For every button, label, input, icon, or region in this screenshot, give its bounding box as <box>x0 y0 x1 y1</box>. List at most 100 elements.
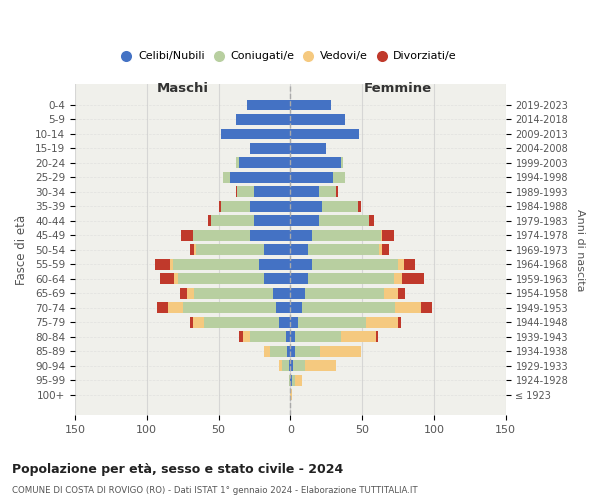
Bar <box>182 302 276 314</box>
Bar <box>290 186 319 198</box>
Bar <box>250 143 290 154</box>
Bar <box>290 158 341 168</box>
Bar <box>382 230 394 241</box>
Bar <box>383 288 398 299</box>
Bar <box>290 259 312 270</box>
Bar <box>358 201 361 212</box>
Y-axis label: Fasce di età: Fasce di età <box>15 215 28 285</box>
Bar <box>239 158 290 168</box>
Bar <box>305 288 383 299</box>
Bar <box>290 100 331 110</box>
Bar <box>237 186 254 198</box>
Bar <box>319 186 336 198</box>
Bar <box>243 332 250 342</box>
Bar <box>236 114 290 125</box>
Bar <box>319 216 370 226</box>
Bar <box>265 244 290 256</box>
Bar <box>290 274 308 284</box>
Text: Popolazione per età, sesso e stato civile - 2024: Popolazione per età, sesso e stato civil… <box>12 462 343 475</box>
Bar <box>382 244 389 256</box>
Bar <box>312 230 381 241</box>
Bar <box>221 201 250 212</box>
Bar <box>265 274 290 284</box>
Bar <box>367 317 398 328</box>
Bar <box>180 288 187 299</box>
Bar <box>295 332 341 342</box>
Bar <box>170 259 173 270</box>
Bar <box>394 274 403 284</box>
Bar <box>290 201 322 212</box>
Bar <box>273 288 290 299</box>
Legend: Celibi/Nubili, Coniugati/e, Vedovi/e, Divorziati/e: Celibi/Nubili, Coniugati/e, Vedovi/e, Di… <box>119 47 461 66</box>
Bar <box>404 259 415 270</box>
Bar <box>190 244 194 256</box>
Bar <box>187 288 194 299</box>
Bar <box>308 274 394 284</box>
Bar <box>193 230 250 241</box>
Bar <box>173 259 259 270</box>
Bar <box>290 390 292 400</box>
Bar <box>194 288 273 299</box>
Bar <box>336 186 338 198</box>
Bar <box>320 346 361 357</box>
Bar <box>298 317 367 328</box>
Bar <box>290 114 345 125</box>
Bar <box>290 244 308 256</box>
Bar <box>290 143 326 154</box>
Bar <box>174 274 178 284</box>
Bar <box>302 302 395 314</box>
Bar <box>236 186 237 198</box>
Bar <box>270 346 287 357</box>
Bar <box>395 302 421 314</box>
Bar <box>290 360 293 372</box>
Bar <box>292 375 295 386</box>
Bar <box>341 158 343 168</box>
Bar <box>265 346 270 357</box>
Bar <box>312 259 398 270</box>
Bar <box>381 230 382 241</box>
Bar <box>290 317 298 328</box>
Bar <box>239 332 243 342</box>
Bar <box>194 244 196 256</box>
Bar <box>290 332 295 342</box>
Bar <box>223 172 230 183</box>
Bar <box>282 360 289 372</box>
Bar <box>290 375 292 386</box>
Bar <box>157 302 168 314</box>
Bar <box>254 186 290 198</box>
Bar <box>290 230 312 241</box>
Bar <box>290 216 319 226</box>
Bar <box>334 172 345 183</box>
Y-axis label: Anni di nascita: Anni di nascita <box>575 208 585 291</box>
Bar <box>403 274 424 284</box>
Bar <box>289 360 290 372</box>
Bar <box>259 259 290 270</box>
Bar <box>290 128 359 140</box>
Bar <box>160 274 174 284</box>
Bar <box>341 332 376 342</box>
Bar <box>322 201 358 212</box>
Bar <box>398 259 404 270</box>
Bar <box>286 332 290 342</box>
Bar <box>193 317 204 328</box>
Bar <box>290 346 295 357</box>
Bar <box>295 375 302 386</box>
Bar <box>155 259 170 270</box>
Bar <box>289 375 290 386</box>
Bar <box>290 302 302 314</box>
Bar <box>276 302 290 314</box>
Bar <box>250 201 290 212</box>
Bar <box>308 244 379 256</box>
Bar <box>196 244 265 256</box>
Bar <box>190 317 193 328</box>
Text: Maschi: Maschi <box>157 82 209 95</box>
Bar <box>211 216 254 226</box>
Bar <box>290 288 305 299</box>
Bar <box>250 332 286 342</box>
Bar <box>254 216 290 226</box>
Bar <box>230 172 290 183</box>
Bar <box>204 317 279 328</box>
Bar <box>370 216 374 226</box>
Bar <box>295 346 320 357</box>
Bar <box>181 230 193 241</box>
